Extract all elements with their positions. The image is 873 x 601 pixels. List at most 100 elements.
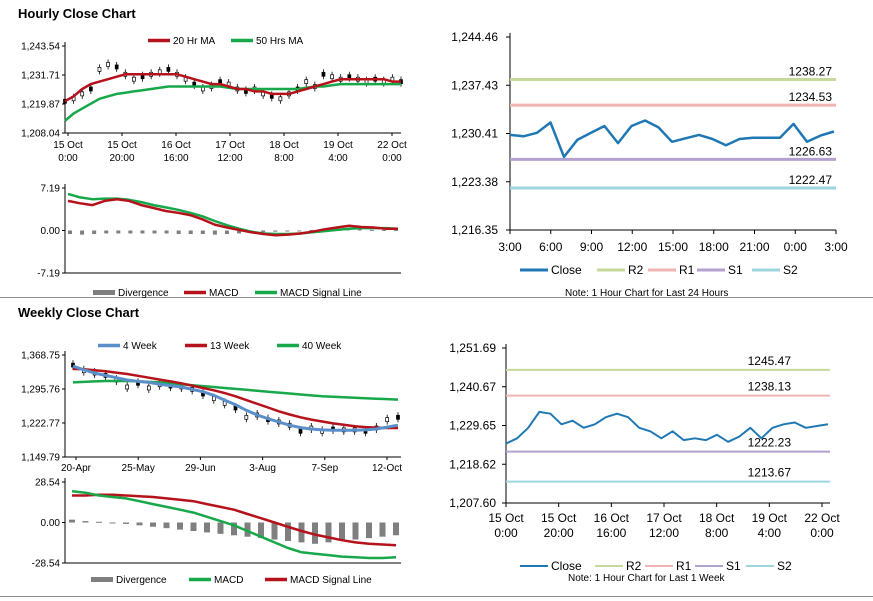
weekly-levels-x-tick-time: 4:00 [758, 526, 782, 540]
hourly-levels-y-tick: 1,223.38 [451, 175, 498, 189]
weekly-levels-y-tick: 1,218.62 [449, 457, 496, 471]
hourly-price-x-tick-date: 17 Oct [215, 140, 245, 151]
hourly-price-x-tick-date: 15 Oct [53, 140, 83, 151]
hourly-price-legend-20hr-label: 20 Hr MA [173, 36, 216, 47]
weekly-macd-divergence-bar [109, 522, 116, 524]
hourly-macd-divergence-bar [152, 230, 157, 234]
weekly-price-y-tick: 1,295.76 [21, 385, 60, 396]
hourly-macd-divergence-bar [273, 230, 278, 232]
weekly-levels-legend-label: Close [551, 559, 582, 573]
weekly-macd-y-tick: 0.00 [41, 518, 61, 529]
hourly-levels-r1-label: 1234.53 [789, 90, 833, 104]
hourly-price-x-tick-date: 15 Oct [107, 140, 137, 151]
hourly-levels-x-tick: 0:00 [784, 240, 808, 254]
hourly-levels-x-tick: 21:00 [739, 240, 769, 254]
hourly-levels-legend-label: S2 [783, 263, 798, 277]
hourly-price-candle [114, 64, 119, 70]
hourly-levels-note: Note: 1 Hour Chart for Last 24 Hours [565, 288, 729, 299]
weekly-price-legend-4wk-label: 4 Week [123, 341, 158, 352]
weekly-macd-divergence-bar [96, 521, 102, 523]
weekly-price-x-tick: 20-Apr [61, 463, 92, 474]
hourly-macd-divergence-bar [369, 229, 374, 231]
weekly-price-candle [298, 428, 303, 434]
weekly-levels-x-tick-date: 19 Oct [752, 511, 788, 525]
weekly-price-candle [146, 385, 151, 391]
hourly-levels-y-tick: 1,244.46 [451, 30, 498, 44]
hourly-price-x-tick-date: 19 Oct [323, 140, 353, 151]
hourly-section-title: Hourly Close Chart [18, 6, 136, 21]
weekly-macd-divergence-bar [271, 522, 278, 540]
hourly-levels-legend-label: Close [551, 263, 582, 277]
hourly-macd-divergence-bar [176, 230, 181, 235]
weekly-price-x-tick: 3-Aug [249, 463, 276, 474]
weekly-levels-legend-label: S2 [777, 559, 792, 573]
hourly-levels-s2-label: 1222.47 [789, 173, 833, 187]
hourly-price-candle [106, 62, 110, 67]
hourly-macd-line [67, 197, 398, 237]
weekly-macd-divergence-bar [136, 522, 143, 526]
hourly-levels-s1-label: 1226.63 [789, 144, 833, 158]
hourly-price-x-tick-date: 16 Oct [161, 140, 191, 151]
hourly-macd-divergence-bar [224, 230, 229, 235]
weekly-levels-y-tick: 1,240.67 [449, 380, 496, 394]
weekly-levels-x-tick-date: 16 Oct [594, 511, 630, 525]
weekly-macd-legend-divergence-swatch [91, 577, 113, 582]
hourly-levels-r2-label: 1238.27 [789, 64, 833, 78]
weekly-macd-divergence-bar [231, 522, 237, 536]
hourly-macd-divergence-bar [104, 230, 109, 234]
hourly-macd-divergence-bar [164, 230, 169, 234]
weekly-price-candle [396, 414, 400, 420]
weekly-price-x-tick: 7-Sep [311, 463, 338, 474]
weekly-macd-divergence-bar [352, 522, 359, 540]
hourly-price-x-tick-time: 8:00 [274, 153, 294, 164]
weekly-macd-divergence-bar [285, 522, 291, 541]
weekly-price-y-tick: 1,222.77 [21, 419, 60, 430]
hourly-macd-divergence-bar [297, 230, 302, 232]
section-divider-bottom [0, 596, 873, 597]
weekly-levels-legend-label: S1 [726, 559, 741, 573]
hourly-macd-divergence-bar [357, 229, 362, 231]
hourly-price-x-tick-time: 0:00 [382, 153, 402, 164]
weekly-price-y-tick: 1,368.75 [21, 351, 60, 362]
hourly-price-candle [278, 96, 283, 102]
hourly-levels-y-tick: 1,230.41 [451, 127, 498, 141]
weekly-levels-x-tick-date: 15 Oct [488, 511, 524, 525]
hourly-levels-close-line [509, 119, 835, 159]
hourly-price-candle [80, 91, 85, 97]
weekly-macd-divergence-bar [123, 522, 129, 524]
hourly-macd-divergence-bar [80, 230, 85, 235]
hourly-macd-divergence-bar [309, 229, 314, 231]
weekly-levels-legend-label: R1 [676, 559, 692, 573]
hourly-levels-x-tick: 15:00 [658, 240, 688, 254]
hourly-levels-y-tick: 1,216.35 [451, 223, 498, 237]
hourly-macd-legend-macd-label: MACD [209, 288, 238, 299]
hourly-price-y-tick: 1,208.04 [21, 129, 60, 140]
hourly-levels-legend-label: R2 [628, 263, 644, 277]
hourly-price-candle [88, 86, 93, 92]
weekly-macd-y-tick: -28.54 [32, 559, 61, 570]
weekly-macd-divergence-bar [312, 522, 318, 544]
weekly-levels-y-tick: 1,229.65 [449, 419, 496, 433]
weekly-macd-divergence-bar [177, 522, 183, 530]
weekly-price-y-tick: 1,149.79 [21, 453, 60, 464]
hourly-price-candle [166, 67, 171, 72]
weekly-macd-divergence-bar [204, 522, 210, 533]
hourly-price-y-tick: 1,231.71 [21, 70, 60, 81]
weekly-levels-close-line [505, 410, 829, 445]
section-divider-top [0, 297, 873, 298]
weekly-price-candle [385, 417, 390, 422]
weekly-macd-divergence-bar [150, 522, 156, 527]
hourly-macd-divergence-bar [285, 230, 290, 232]
hourly-macd-divergence-bar [261, 230, 266, 233]
weekly-macd-legend-macd-label: MACD [214, 575, 243, 586]
hourly-macd-y-tick: -7.19 [37, 269, 60, 280]
hourly-levels-legend-label: S1 [728, 263, 743, 277]
weekly-macd-divergence-bar [163, 522, 170, 529]
weekly-macd-legend-divergence-label: Divergence [116, 575, 167, 586]
weekly-levels-x-tick-time: 20:00 [544, 526, 574, 540]
hourly-macd-divergence-bar [188, 230, 193, 235]
weekly-price-13wk-line [72, 367, 398, 430]
hourly-price-candle [304, 79, 309, 84]
weekly-levels-x-tick-time: 0:00 [494, 526, 518, 540]
